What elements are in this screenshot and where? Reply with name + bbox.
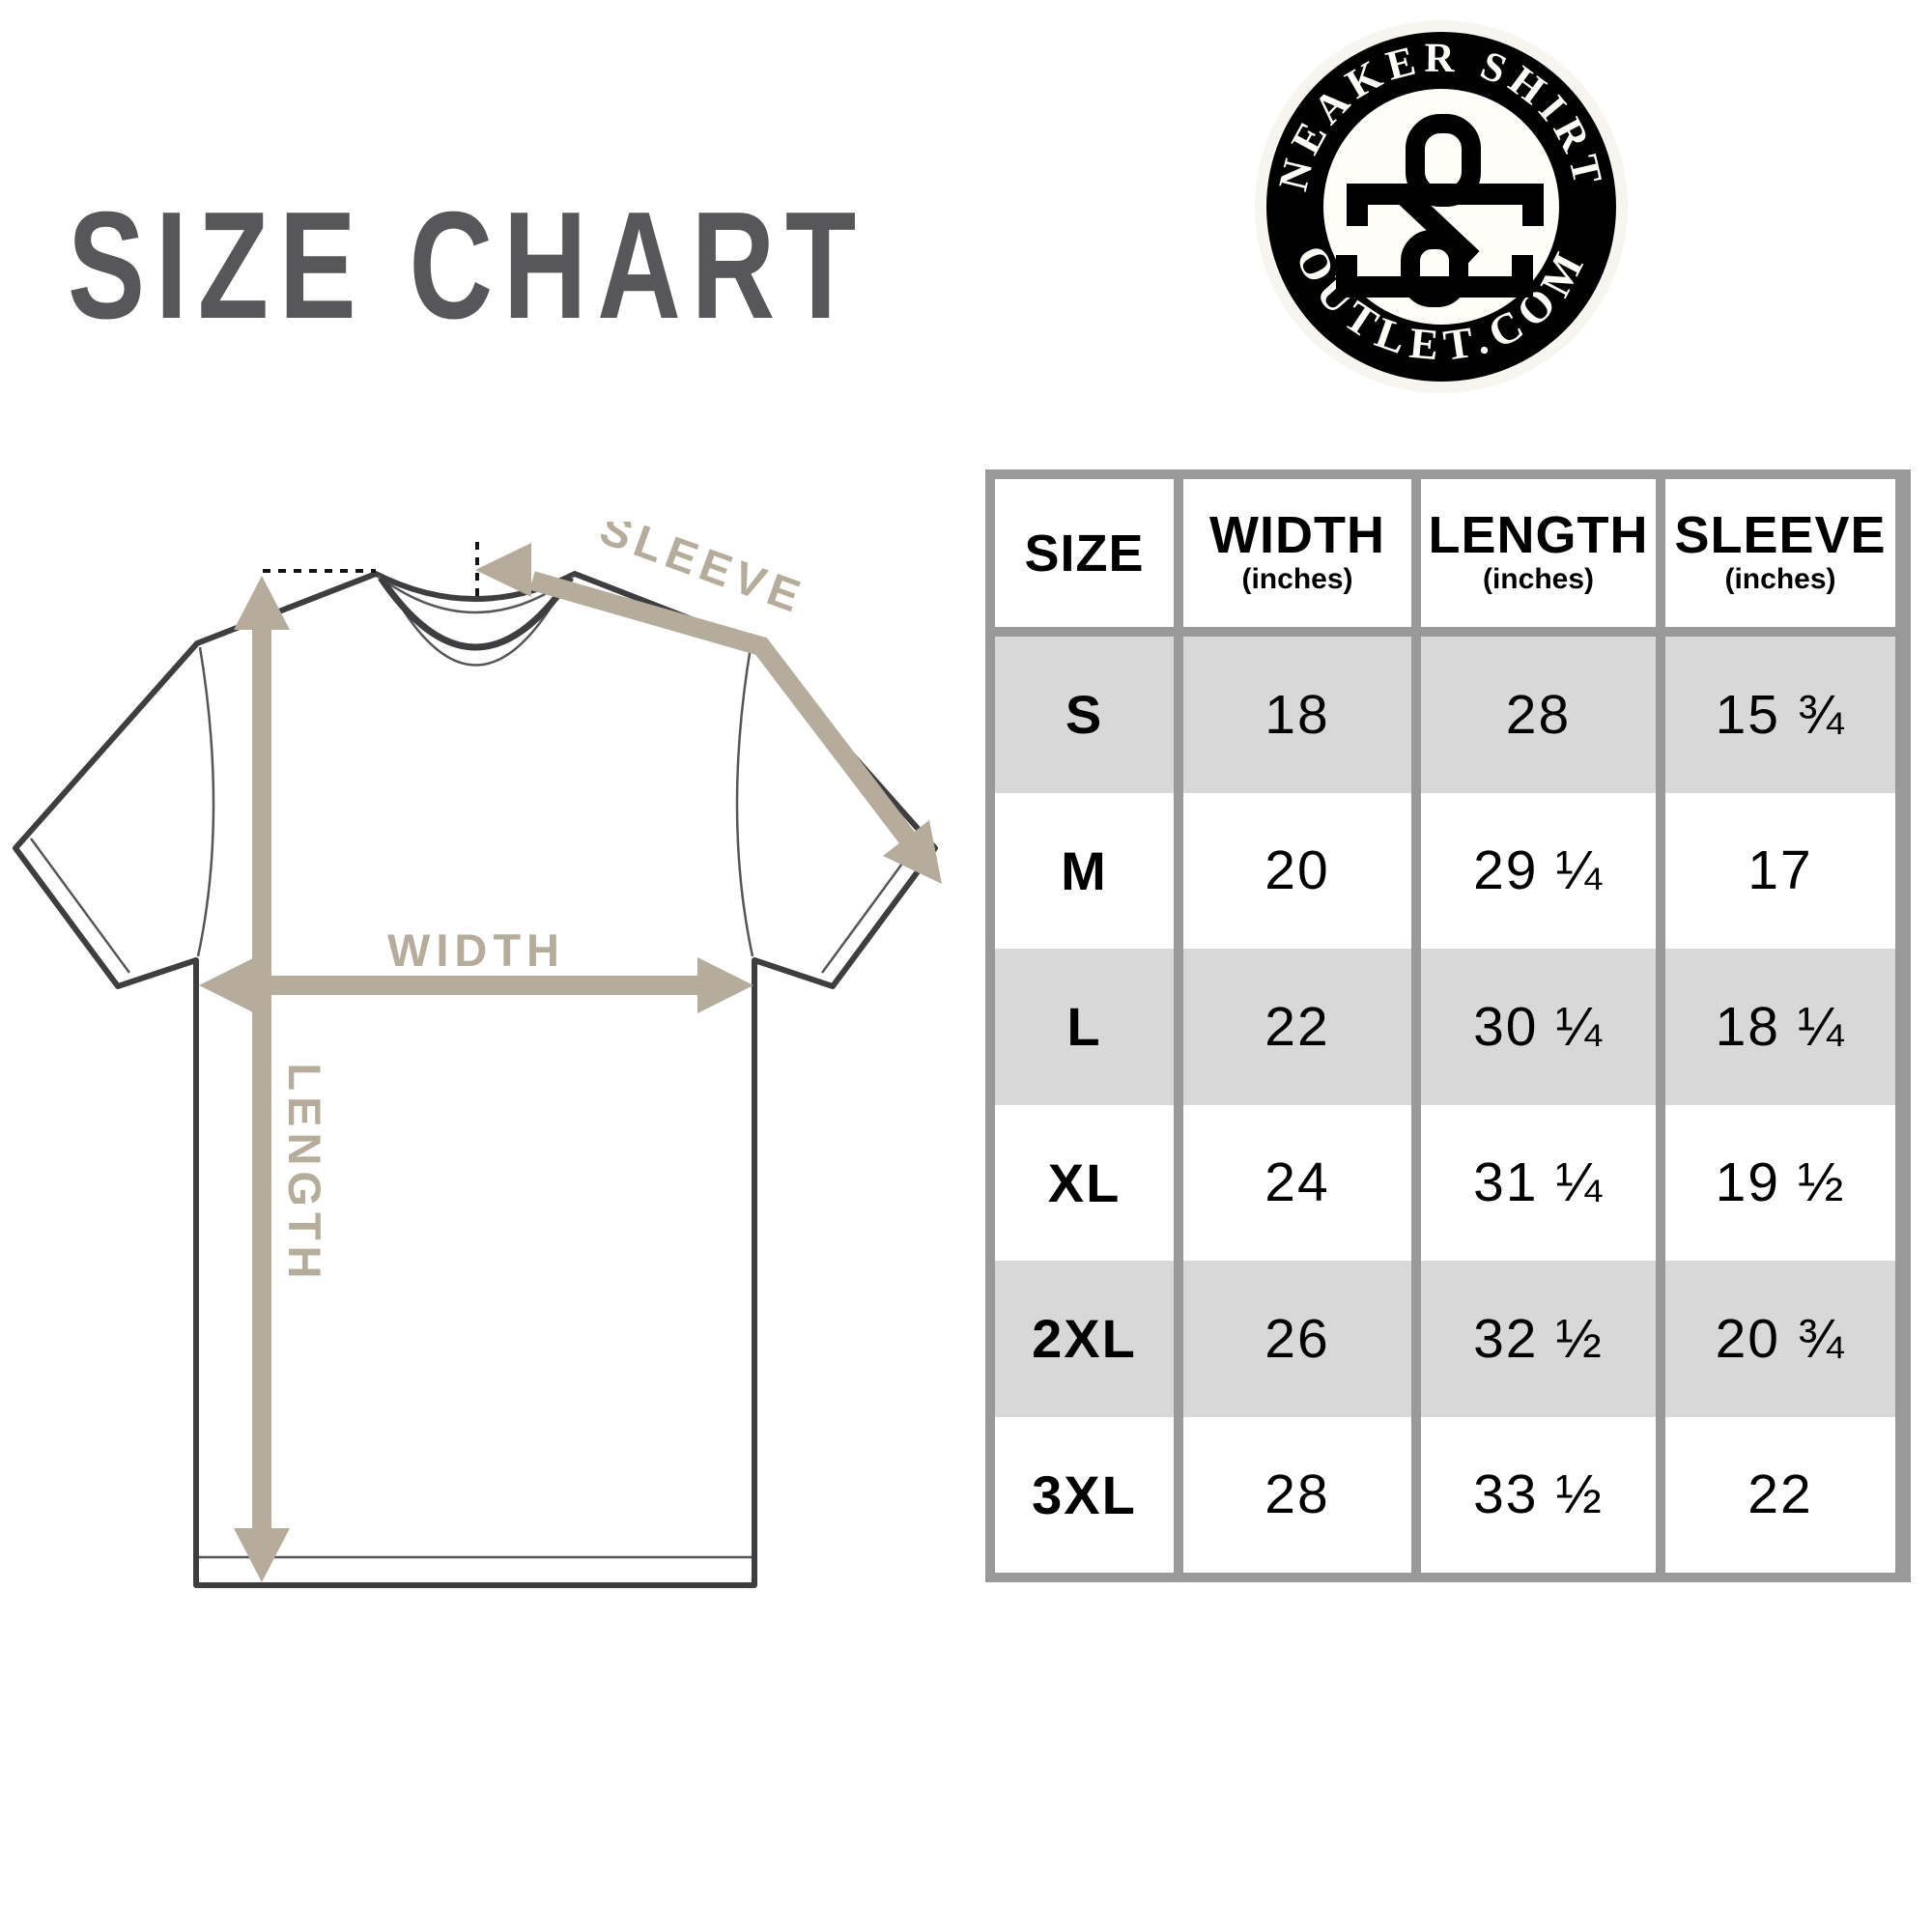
table-row-s-sleeve: 15 ¾ — [1665, 637, 1895, 793]
width-arrow — [199, 957, 753, 1013]
column-header-width: WIDTH (inches) — [1183, 479, 1411, 637]
sleeve-arrow — [475, 543, 942, 884]
table-row-s-width: 18 — [1183, 637, 1411, 793]
tshirt-measure-diagram: WIDTH LENGTH SLEEVE — [13, 522, 942, 1588]
length-arrow — [234, 576, 290, 1582]
column-header-size: SIZE — [995, 479, 1174, 637]
tshirt-outline — [13, 571, 938, 1588]
table-row-xl-size: XL — [995, 1104, 1174, 1261]
table-row-3xl-sleeve: 22 — [1665, 1416, 1895, 1573]
table-row-l-sleeve: 18 ¼ — [1665, 949, 1895, 1105]
table-row-3xl-width: 28 — [1183, 1416, 1411, 1573]
table-row-s-length: 28 — [1421, 637, 1656, 793]
table-row-3xl-size: 3XL — [995, 1416, 1174, 1573]
length-label: LENGTH — [279, 1063, 330, 1284]
column-header-length: LENGTH (inches) — [1421, 479, 1656, 637]
table-row-m-size: M — [995, 792, 1174, 949]
brand-logo-svg: SNEAKER SHIRTS OUTLET.COM — [1254, 19, 1628, 393]
table-row-s-size: S — [995, 637, 1174, 793]
tshirt-neckline — [378, 576, 574, 651]
table-row-2xl-width: 26 — [1183, 1261, 1411, 1417]
table-row-m-length: 29 ¼ — [1421, 792, 1656, 949]
width-label: WIDTH — [387, 924, 565, 976]
page-title: SIZE CHART — [68, 181, 867, 351]
brand-logo-badge: SNEAKER SHIRTS OUTLET.COM — [1254, 19, 1629, 394]
table-row-l-length: 30 ¼ — [1421, 949, 1656, 1105]
size-table: SIZE WIDTH (inches) LENGTH (inches) SLEE… — [985, 469, 1911, 1582]
table-row-xl-length: 31 ¼ — [1421, 1104, 1656, 1261]
table-row-m-sleeve: 17 — [1665, 792, 1895, 949]
table-row-2xl-length: 32 ½ — [1421, 1261, 1656, 1417]
table-row-l-width: 22 — [1183, 949, 1411, 1105]
table-row-2xl-size: 2XL — [995, 1261, 1174, 1417]
table-row-xl-sleeve: 19 ½ — [1665, 1104, 1895, 1261]
tshirt-seam-lines — [29, 574, 923, 1559]
table-row-l-size: L — [995, 949, 1174, 1105]
table-row-3xl-length: 33 ½ — [1421, 1416, 1656, 1573]
table-row-2xl-sleeve: 20 ¾ — [1665, 1261, 1895, 1417]
column-header-sleeve: SLEEVE (inches) — [1665, 479, 1895, 637]
dotted-guide-lines — [263, 542, 479, 601]
table-row-xl-width: 24 — [1183, 1104, 1411, 1261]
sso-monogram-icon — [1336, 114, 1544, 307]
table-row-m-width: 20 — [1183, 792, 1411, 949]
